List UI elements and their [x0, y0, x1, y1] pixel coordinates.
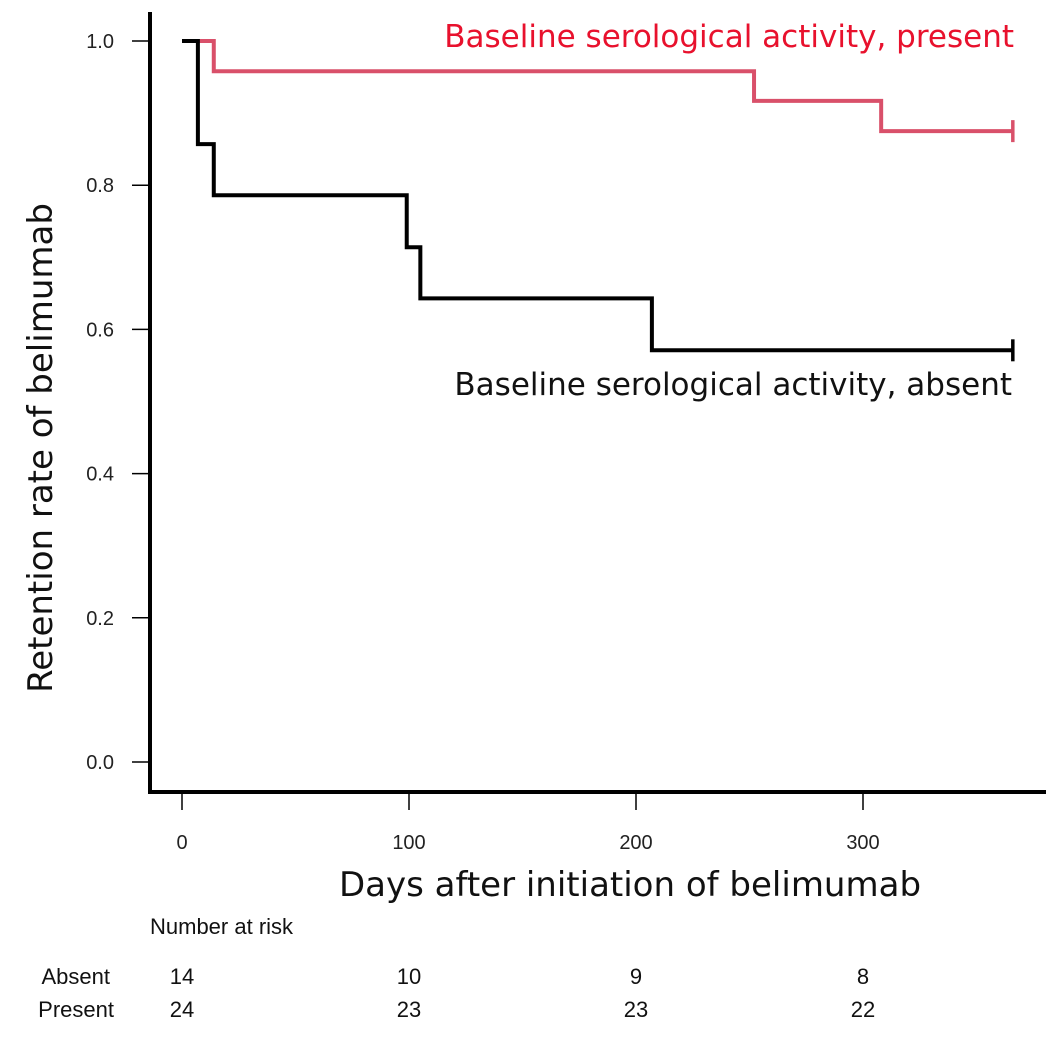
- y-tick-label: 0.8: [86, 175, 114, 197]
- x-tick-label: 100: [392, 832, 425, 854]
- series-label-absent: Baseline serological activity, absent: [454, 367, 1012, 403]
- x-tick-label: 200: [619, 832, 652, 854]
- y-tick-label: 0.0: [86, 752, 114, 774]
- risk-value: 22: [851, 997, 875, 1022]
- x-tick-label: 300: [846, 832, 879, 854]
- risk-value: 24: [170, 997, 194, 1022]
- curve-present: [182, 39, 1013, 134]
- curve-absent: [182, 39, 1013, 353]
- risk-row-label-present: Present: [38, 997, 114, 1022]
- risk-value: 8: [857, 964, 869, 989]
- series-label-present: Baseline serological activity, present: [444, 19, 1014, 55]
- y-tick-label: 0.2: [86, 608, 114, 630]
- y-tick-label: 0.6: [86, 319, 114, 341]
- y-axis-title: Retention rate of belimumab: [21, 203, 61, 693]
- risk-value: 23: [624, 997, 648, 1022]
- risk-row-label-absent: Absent: [42, 964, 111, 989]
- axes: [148, 12, 1046, 794]
- risk-table-title: Number at risk: [150, 914, 294, 939]
- curves: [182, 39, 1015, 362]
- risk-value: 10: [397, 964, 421, 989]
- risk-value: 14: [170, 964, 194, 989]
- x-axis-title: Days after initiation of belimumab: [339, 865, 921, 905]
- risk-value: 23: [397, 997, 421, 1022]
- y-ticks: 0.0 0.2 0.4 0.6 0.8 1.0: [86, 31, 150, 774]
- x-tick-label: 0: [176, 832, 187, 854]
- risk-values: 14 10 9 8 24 23 23 22: [170, 964, 875, 1022]
- x-ticks: 0 100 200 300: [176, 794, 880, 854]
- y-tick-label: 0.4: [86, 464, 114, 486]
- risk-value: 9: [630, 964, 642, 989]
- y-tick-label: 1.0: [86, 31, 114, 53]
